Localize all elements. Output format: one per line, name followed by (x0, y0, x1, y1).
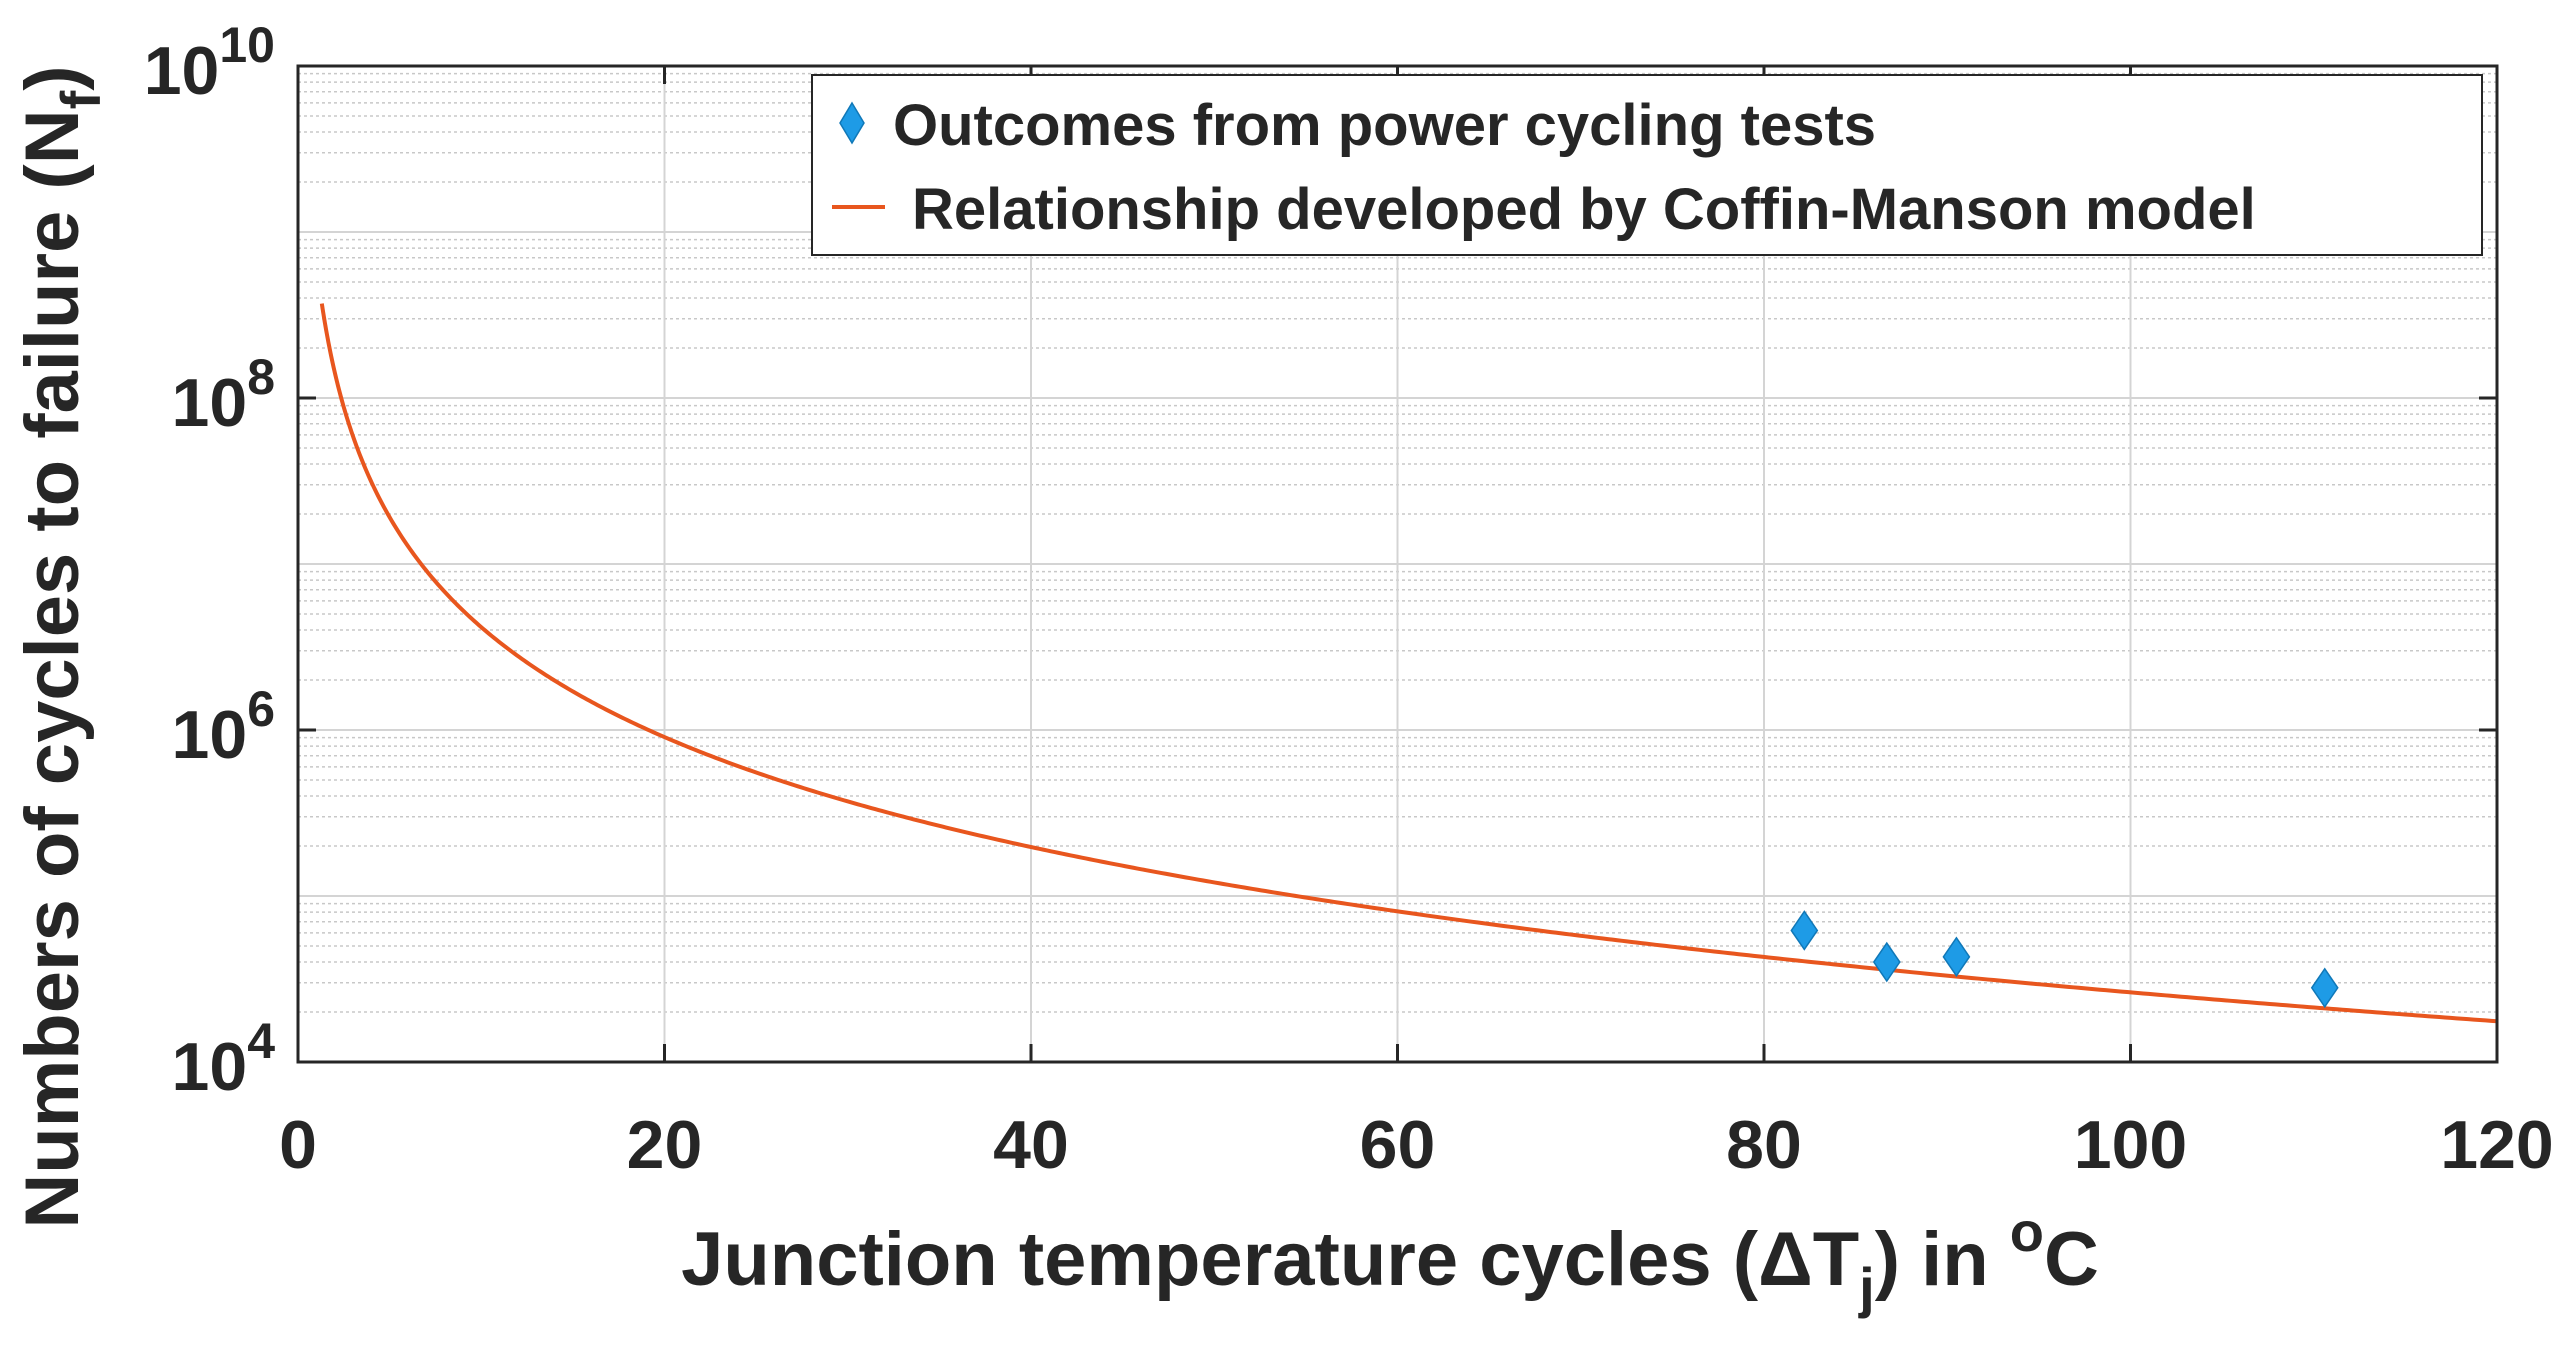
x-axis-label-mid: ) in (1875, 1217, 2010, 1302)
y-axis-label-sub: f (49, 90, 112, 109)
y-tick-label: 108 (172, 349, 275, 441)
y-tick-label: 106 (172, 681, 275, 773)
y-tick-label: 104 (172, 1013, 276, 1105)
legend-diamond-marker (839, 101, 865, 145)
data-point (1790, 910, 1819, 951)
x-tick-label: 60 (1360, 1107, 1436, 1183)
y-axis-label-main: Numbers of cycles to failure (N (10, 109, 95, 1228)
x-tick-label: 100 (2074, 1107, 2187, 1183)
ticks-group: 0 20 40 60 80 100 120 104 106 108 1010 (144, 17, 2554, 1183)
y-tick-label: 1010 (144, 17, 275, 109)
data-point (2310, 967, 2339, 1009)
legend-label-model: Relationship developed by Coffin-Manson … (912, 177, 2256, 242)
legend: Outcomes from power cycling tests Relati… (811, 74, 2483, 256)
x-axis-label-sup: o (2010, 1200, 2044, 1263)
model-curve (319, 303, 2498, 1024)
legend-label-tests: Outcomes from power cycling tests (893, 93, 1876, 158)
series-points-group (1790, 910, 2339, 1009)
legend-box (811, 74, 2483, 256)
series-line-group (319, 303, 2498, 1024)
data-point (1942, 936, 1971, 978)
x-tick-label: 0 (279, 1107, 317, 1183)
y-axis-label-end: ) (10, 65, 95, 90)
x-tick-label: 80 (1726, 1107, 1802, 1183)
x-axis-label: Junction temperature cycles (ΔTj) in oC (681, 1200, 2099, 1319)
x-tick-label: 20 (627, 1107, 703, 1183)
data-point (1872, 941, 1901, 983)
x-tick-label: 120 (2440, 1107, 2553, 1183)
x-axis-label-main: Junction temperature cycles (ΔT (681, 1217, 1859, 1302)
x-axis-label-sub: j (1858, 1256, 1875, 1319)
y-axis-label: Numbers of cycles to failure (Nf) (10, 65, 112, 1228)
x-axis-label-end: C (2044, 1217, 2099, 1302)
x-tick-label: 40 (993, 1107, 1069, 1183)
